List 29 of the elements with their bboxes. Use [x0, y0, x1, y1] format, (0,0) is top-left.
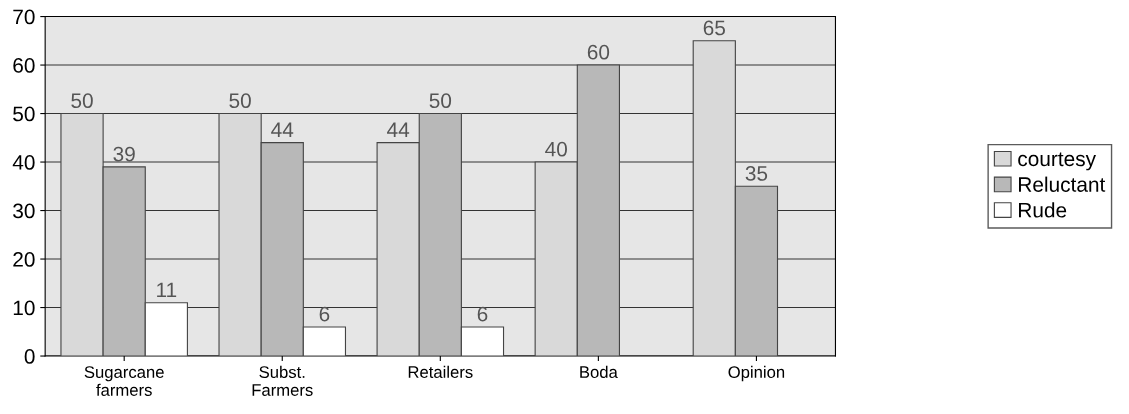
data-label: 50 [229, 93, 251, 109]
legend-label: Reluctant [1019, 176, 1106, 192]
data-label: 40 [545, 141, 567, 157]
data-label: 35 [745, 166, 768, 181]
data-label: 50 [71, 93, 93, 109]
data-label: 11 [157, 282, 177, 297]
data-label: 39 [113, 146, 135, 162]
y-tick-label: 20 [13, 252, 35, 267]
y-tick-label: 10 [13, 300, 35, 316]
legend-label: Rude [1019, 202, 1067, 218]
x-tick-label: Retailers [408, 365, 473, 378]
data-label: 44 [387, 122, 410, 137]
y-tick-label: 70 [13, 9, 35, 25]
x-tick-label: Boda [580, 365, 618, 378]
data-label: 6 [319, 306, 330, 322]
y-tick-label: 50 [13, 106, 35, 122]
data-label: 65 [703, 20, 725, 36]
y-tick-label: 60 [13, 58, 35, 73]
data-label: 44 [271, 122, 294, 137]
data-label: 6 [477, 306, 488, 322]
y-tick-label: 30 [13, 203, 35, 219]
x-tick-label: Sugarcane farmers [84, 366, 164, 396]
y-tick-label: 0 [24, 349, 35, 364]
x-tick-label: Opinion [728, 365, 785, 382]
data-label: 50 [429, 93, 452, 109]
x-tick-label: Subst. Farmers [252, 365, 313, 396]
legend-label: courtesy [1018, 152, 1096, 171]
y-tick-label: 40 [12, 155, 35, 170]
data-label: 60 [587, 44, 610, 60]
